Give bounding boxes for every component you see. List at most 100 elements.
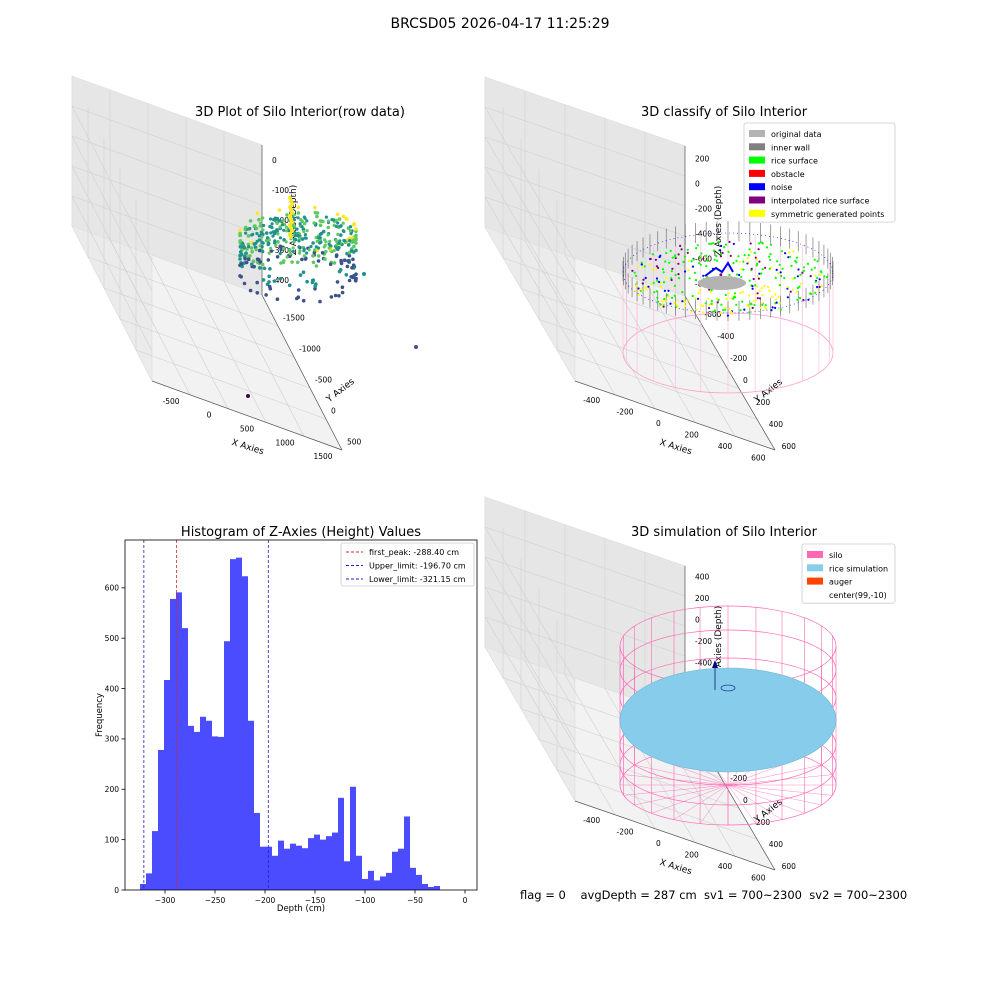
grid-line [223, 281, 305, 437]
classified-point [698, 262, 701, 265]
histogram-bar [212, 736, 218, 890]
y-axis-label: Frequency [95, 693, 105, 737]
scatter-point [351, 257, 355, 262]
classified-point [671, 296, 674, 299]
scatter-point [238, 250, 243, 254]
classified-point [705, 254, 708, 257]
classified-point [771, 295, 774, 298]
scatter-point [296, 205, 301, 210]
y-tick-label: -1500 [283, 314, 305, 323]
classified-point [706, 259, 709, 262]
scatter-point [281, 218, 285, 223]
x-tick-label: 600 [751, 453, 766, 462]
classified-point [699, 263, 702, 266]
y-axis-line [261, 294, 343, 451]
classified-point [755, 299, 758, 302]
scatter-point [260, 245, 264, 249]
scatter-point [266, 258, 271, 262]
z-tick-label: 0 [272, 156, 277, 165]
classified-point [790, 264, 793, 267]
classified-point [661, 268, 665, 271]
z-tick-label: -100 [272, 186, 289, 195]
scatter-point [305, 229, 309, 233]
scatter-point [326, 219, 330, 223]
classified-point [649, 282, 652, 286]
classified-point [690, 310, 693, 313]
classified-point [758, 289, 761, 292]
scatter-point [238, 274, 242, 278]
status-line: flag = 0 avgDepth = 287 cm sv1 = 700~230… [520, 888, 908, 902]
histogram-bar [344, 861, 350, 890]
scatter-point [255, 231, 259, 236]
y-tick-label: 100 [105, 835, 120, 844]
grid-line [538, 739, 740, 809]
classified-point [673, 294, 676, 297]
histogram-bar [200, 716, 206, 890]
classified-point [680, 248, 683, 251]
classified-point [661, 300, 664, 303]
classified-point [793, 276, 796, 280]
histogram-bar [176, 592, 182, 890]
classified-point [819, 270, 823, 273]
scatter-point [296, 234, 300, 238]
classified-point [787, 286, 790, 289]
classified-point [771, 306, 774, 309]
classified-point [676, 299, 679, 302]
scatter-point [240, 252, 244, 257]
scatter-point [269, 249, 274, 253]
scatter-point [246, 257, 251, 262]
classified-point [814, 274, 817, 277]
z-tick-label: -400 [695, 658, 712, 667]
classified-point [752, 277, 755, 281]
y-tick-label: -400 [717, 332, 734, 341]
y-tick-label: 400 [769, 840, 784, 849]
classified-point [638, 264, 641, 267]
classified-point [732, 242, 735, 245]
noise-ring [622, 232, 834, 314]
classified-point [656, 300, 660, 303]
legend-entry-label: first_peak: -288.40 cm [369, 548, 459, 557]
x-axis-label: X Axies [658, 858, 693, 877]
classified-point [694, 297, 697, 300]
classified-point [798, 296, 802, 300]
classified-point [642, 278, 645, 281]
classified-point [733, 292, 737, 295]
scatter-point [317, 236, 321, 240]
histogram-bar [254, 812, 260, 890]
classified-point [684, 270, 687, 273]
classified-point [662, 271, 665, 274]
legend-swatch [807, 564, 823, 572]
y-tick-label: 300 [105, 735, 120, 744]
x-tick-label: -500 [162, 397, 179, 406]
classified-point [802, 266, 806, 269]
histogram-bar [350, 786, 356, 890]
classified-point [708, 303, 711, 307]
scatter-point [340, 290, 345, 295]
scatter-point [272, 279, 277, 283]
histogram-bar [308, 838, 314, 890]
scatter-point [351, 263, 356, 268]
scatter-point [269, 246, 273, 250]
scatter-point [354, 227, 358, 231]
classified-point [764, 266, 767, 269]
classified-point [754, 284, 757, 287]
histogram-bar [182, 628, 188, 890]
legend-swatch [749, 156, 765, 164]
scatter-point [271, 230, 275, 234]
classified-point [658, 280, 661, 284]
classified-point [741, 290, 745, 293]
classified-point [662, 305, 665, 308]
classified-point [708, 288, 711, 291]
classified-point [671, 256, 674, 259]
scatter-point [249, 240, 254, 245]
classified-point [724, 308, 727, 311]
scatter-point [330, 250, 334, 254]
legend-swatch [807, 551, 823, 558]
classified-point [735, 303, 738, 306]
scatter-point [279, 261, 283, 265]
scatter-point [297, 245, 301, 249]
classified-point [814, 291, 817, 294]
classified-point [757, 248, 760, 251]
classified-point [774, 306, 777, 309]
x-axis-label: X Axies [658, 438, 693, 457]
